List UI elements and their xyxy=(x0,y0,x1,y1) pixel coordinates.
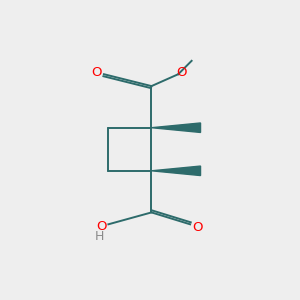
Polygon shape xyxy=(152,166,200,176)
Text: O: O xyxy=(176,66,187,79)
Text: O: O xyxy=(192,221,203,234)
Text: O: O xyxy=(97,220,107,232)
Polygon shape xyxy=(152,123,200,133)
Text: H: H xyxy=(95,230,104,243)
Text: O: O xyxy=(91,66,102,79)
